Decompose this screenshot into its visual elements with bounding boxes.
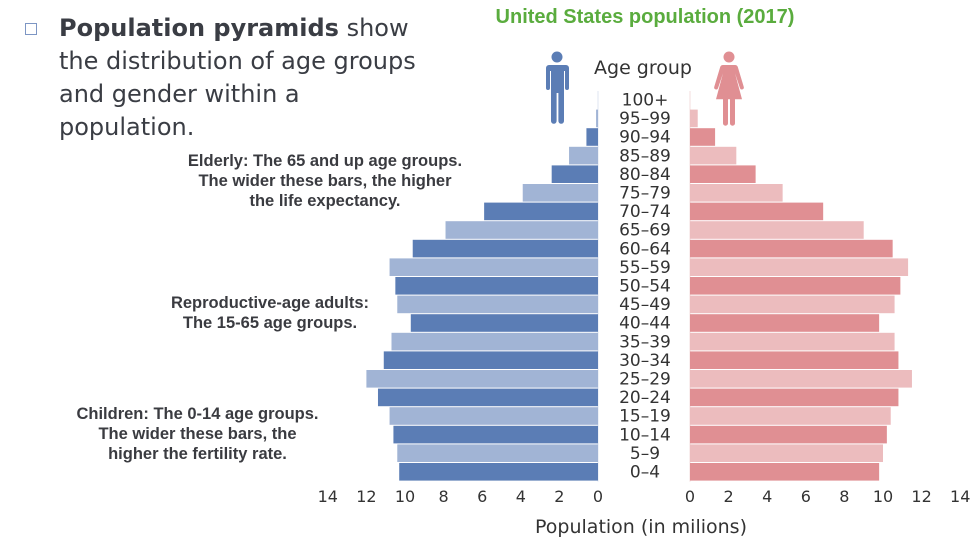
female-bar-95–99 bbox=[690, 109, 698, 128]
right-x-tick-label: 10 bbox=[873, 487, 893, 506]
intro-bold: Population pyramids bbox=[59, 14, 339, 42]
female-bar-45–49 bbox=[690, 295, 895, 314]
age-group-tick-label: 85–89 bbox=[619, 146, 671, 166]
female-bar-15–19 bbox=[690, 407, 891, 425]
right-x-tick-label: 4 bbox=[762, 487, 772, 506]
female-person-icon bbox=[714, 51, 744, 126]
female-bar-25–29 bbox=[690, 370, 912, 388]
female-bar-55–59 bbox=[690, 258, 909, 276]
annotation-children-line: higher the fertility rate. bbox=[108, 445, 287, 463]
age-group-tick-label: 45–49 bbox=[619, 295, 671, 315]
annotation-elderly-line: the life expectancy. bbox=[249, 192, 401, 210]
male-bar-40–44 bbox=[410, 314, 598, 332]
intro-rest: show the distribution of age groups and … bbox=[59, 14, 416, 141]
age-group-tick-label: 55–59 bbox=[619, 258, 671, 278]
age-group-tick-label: 0–4 bbox=[630, 463, 660, 483]
age-group-tick-label: 15–19 bbox=[619, 407, 671, 427]
chart-title: United States population (2017) bbox=[495, 6, 795, 28]
left-x-tick-label: 14 bbox=[318, 487, 338, 506]
age-group-label: Age group bbox=[594, 57, 692, 79]
age-group-tick-label: 20–24 bbox=[619, 388, 671, 408]
age-group-tick-label: 30–34 bbox=[619, 351, 671, 371]
left-x-tick-label: 0 bbox=[593, 487, 603, 506]
male-bar-45–49 bbox=[397, 295, 598, 314]
right-x-tick-label: 14 bbox=[950, 487, 970, 506]
female-bar-60–64 bbox=[690, 239, 893, 258]
male-bar-75–79 bbox=[522, 184, 598, 202]
right-x-tick-label: 12 bbox=[911, 487, 931, 506]
female-bar-85–89 bbox=[690, 146, 737, 165]
left-x-tick-label: 10 bbox=[395, 487, 415, 506]
female-bar-70–74 bbox=[690, 202, 824, 221]
male-bar-15–19 bbox=[389, 407, 598, 425]
female-bar-65–69 bbox=[690, 221, 864, 239]
left-x-tick-label: 6 bbox=[477, 487, 487, 506]
annotation-children-line: The wider these bars, the bbox=[98, 425, 297, 443]
age-group-tick-label: 70–74 bbox=[619, 202, 671, 222]
female-bar-80–84 bbox=[690, 165, 756, 183]
annotation-adults-line: Reproductive-age adults: bbox=[170, 294, 370, 312]
right-x-tick-label: 0 bbox=[685, 487, 695, 506]
female-bar-75–79 bbox=[690, 184, 783, 202]
left-x-tick-label: 4 bbox=[516, 487, 526, 506]
x-axis-label: Population (in milions) bbox=[535, 516, 747, 538]
male-bar-85–89 bbox=[569, 146, 598, 165]
annotation-adults: Reproductive-age adults: The 15-65 age g… bbox=[130, 293, 410, 333]
age-group-tick-label: 75–79 bbox=[619, 184, 671, 204]
age-group-tick-label: 50–54 bbox=[619, 277, 671, 297]
female-bar-20–24 bbox=[690, 388, 899, 407]
male-bar-55–59 bbox=[389, 258, 598, 276]
male-bar-70–74 bbox=[484, 202, 598, 221]
age-group-tick-label: 100+ bbox=[622, 91, 669, 111]
male-bar-65–69 bbox=[445, 221, 598, 239]
female-bar-35–39 bbox=[690, 332, 895, 351]
male-bar-30–34 bbox=[383, 351, 598, 369]
male-person-icon bbox=[546, 51, 569, 124]
age-group-tick-label: 5–9 bbox=[630, 444, 660, 464]
age-group-tick-label: 65–69 bbox=[619, 221, 671, 241]
left-x-tick-label: 2 bbox=[554, 487, 564, 506]
female-bar-10–14 bbox=[690, 425, 887, 444]
male-bar-95–99 bbox=[596, 109, 598, 128]
annotation-children-line: Children: The 0-14 age groups. bbox=[76, 405, 319, 423]
bullet-square-icon bbox=[25, 23, 37, 35]
age-group-tick-label: 90–94 bbox=[619, 128, 671, 148]
annotation-elderly-line: Elderly: The 65 and up age groups. bbox=[187, 152, 463, 170]
male-bar-35–39 bbox=[391, 332, 598, 351]
female-bar-40–44 bbox=[690, 314, 880, 332]
age-group-tick-label: 80–84 bbox=[619, 165, 671, 185]
age-group-tick-label: 95–99 bbox=[619, 109, 671, 129]
male-bar-90–94 bbox=[586, 128, 598, 146]
annotation-children: Children: The 0-14 age groups. The wider… bbox=[40, 404, 355, 464]
female-bar-30–34 bbox=[690, 351, 899, 369]
male-bar-10–14 bbox=[393, 425, 598, 444]
right-x-tick-label: 6 bbox=[801, 487, 811, 506]
left-x-tick-label: 12 bbox=[356, 487, 376, 506]
male-bar-50–54 bbox=[395, 277, 598, 295]
intro-text: Population pyramids show the distributio… bbox=[59, 12, 439, 144]
female-bar-90–94 bbox=[690, 128, 716, 146]
age-group-tick-label: 35–39 bbox=[619, 332, 671, 352]
male-bar-25–29 bbox=[366, 370, 598, 388]
female-bar-5–9 bbox=[690, 444, 883, 462]
annotation-elderly-line: The wider these bars, the higher bbox=[198, 172, 452, 190]
right-x-tick-label: 2 bbox=[724, 487, 734, 506]
male-bar-5–9 bbox=[397, 444, 598, 462]
annotation-elderly: Elderly: The 65 and up age groups. The w… bbox=[160, 151, 490, 211]
male-bar-80–84 bbox=[551, 165, 598, 183]
male-bar-20–24 bbox=[377, 388, 598, 407]
age-group-tick-label: 60–64 bbox=[619, 239, 671, 259]
age-group-tick-label: 10–14 bbox=[619, 425, 671, 445]
annotation-adults-line: The 15-65 age groups. bbox=[182, 314, 358, 332]
right-x-tick-label: 8 bbox=[839, 487, 849, 506]
age-group-tick-label: 25–29 bbox=[619, 370, 671, 390]
left-x-tick-label: 8 bbox=[439, 487, 449, 506]
female-bar-50–54 bbox=[690, 277, 901, 295]
female-bar-0–4 bbox=[690, 463, 880, 481]
age-group-tick-label: 40–44 bbox=[619, 314, 671, 334]
male-bar-0–4 bbox=[399, 463, 598, 481]
male-bar-60–64 bbox=[412, 239, 598, 258]
